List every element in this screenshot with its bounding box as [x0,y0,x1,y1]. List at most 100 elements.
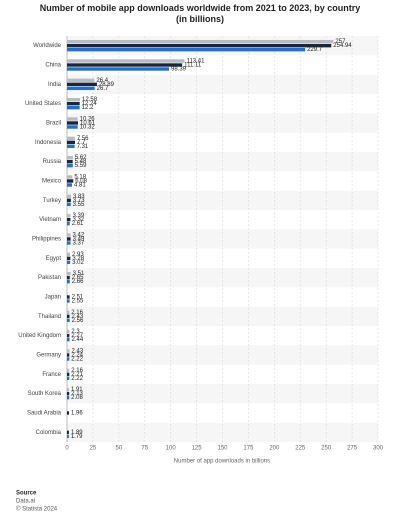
x-tick-label: 125 [192,446,203,452]
value-label: 2.93 [72,252,84,258]
bar [67,260,71,265]
value-label: 229.7 [307,47,323,53]
band [67,345,378,365]
bar [67,136,75,141]
value-label: 7.7 [77,140,86,146]
x-tick-label: 150 [217,446,228,452]
value-label: 2.16 [71,368,83,374]
bar [67,82,97,87]
bar [67,241,71,245]
bar [67,179,74,183]
y-tick-label: China [45,63,61,69]
value-label: 1.96 [71,411,83,417]
value-label: 10.26 [80,117,96,123]
bar [67,314,70,319]
bar [67,275,70,280]
value-label: 26.7 [97,86,109,92]
y-tick-label: Philippines [32,237,61,243]
bar [67,202,71,207]
bar [67,271,71,276]
value-label: 111.11 [184,63,202,69]
value-label: 5.48 [75,159,87,165]
bar [67,198,71,203]
bar [67,349,70,353]
y-tick-label: Germany [36,353,61,359]
value-label: 2.44 [72,337,84,343]
value-label: 7.31 [77,144,89,150]
bar [67,391,70,396]
value-label: 5.18 [74,175,86,181]
value-label: 28.89 [99,82,115,88]
y-tick-label: Russia [43,159,62,165]
value-label: 2.22 [71,357,83,363]
value-label: 3.42 [73,233,85,239]
bar [67,217,71,222]
value-label: 3.55 [73,202,85,208]
value-label: 10.61 [80,121,96,127]
x-tick-label: 50 [115,446,122,452]
bar [67,434,69,439]
bar [67,299,70,303]
bar [67,183,72,187]
bar [67,237,71,241]
bar [67,310,70,315]
y-tick-label: Brazil [46,121,61,127]
value-label: 7.56 [77,136,89,142]
bar [67,411,70,415]
value-label: 2.27 [71,333,83,339]
value-label: 2.56 [72,318,84,324]
value-label: 5.59 [75,163,87,169]
bar [67,430,69,435]
bar [67,86,95,91]
copyright: © Statista 2024 [16,506,58,513]
bar [67,353,70,357]
value-label: 2.65 [72,275,84,281]
value-label: 3.37 [72,241,84,247]
value-label: 2.08 [71,395,83,401]
bar [67,295,70,299]
bar [67,357,70,361]
value-label: 3.02 [72,260,84,266]
band [67,229,378,249]
value-label: 2.3 [71,329,80,335]
value-label: 2.61 [72,221,84,227]
x-tick-label: 300 [373,446,384,452]
band [67,113,378,133]
y-tick-label: Saudi Arabia [27,411,62,417]
bar [67,67,169,71]
y-tick-label: France [42,372,61,378]
value-label: 98.39 [171,67,187,73]
value-label: 2.22 [71,376,83,382]
x-tick-label: 225 [295,446,306,452]
bar [67,387,69,392]
bar [67,63,183,67]
bar [67,101,80,106]
value-label: 12.2 [82,105,94,111]
value-label: 3.32 [72,217,84,223]
value-label: 1.89 [71,430,83,436]
value-label: 2.21 [71,372,83,378]
value-label: 5.62 [75,155,87,161]
y-tick-label: Egypt [46,256,62,262]
value-label: 26.4 [96,78,108,84]
value-label: 3.51 [73,271,85,277]
value-label: 3.49 [73,237,85,243]
value-label: 257 [335,39,346,45]
x-tick-label: 275 [347,446,358,452]
value-label: 113.41 [187,59,206,65]
bar [67,117,78,121]
value-label: 2.16 [71,310,83,316]
bar [67,256,71,261]
source: Data.ai [16,499,35,505]
value-label: 254.94 [333,43,352,49]
bar [67,140,75,145]
y-tick-label: Colombia [36,430,62,436]
x-tick-label: 0 [65,446,69,452]
bar [67,175,73,179]
bar [67,221,70,226]
x-axis-label: Number of app downloads in billions [174,459,270,465]
value-label: 1.91 [71,387,83,393]
bar [67,121,78,125]
bar [67,144,75,149]
